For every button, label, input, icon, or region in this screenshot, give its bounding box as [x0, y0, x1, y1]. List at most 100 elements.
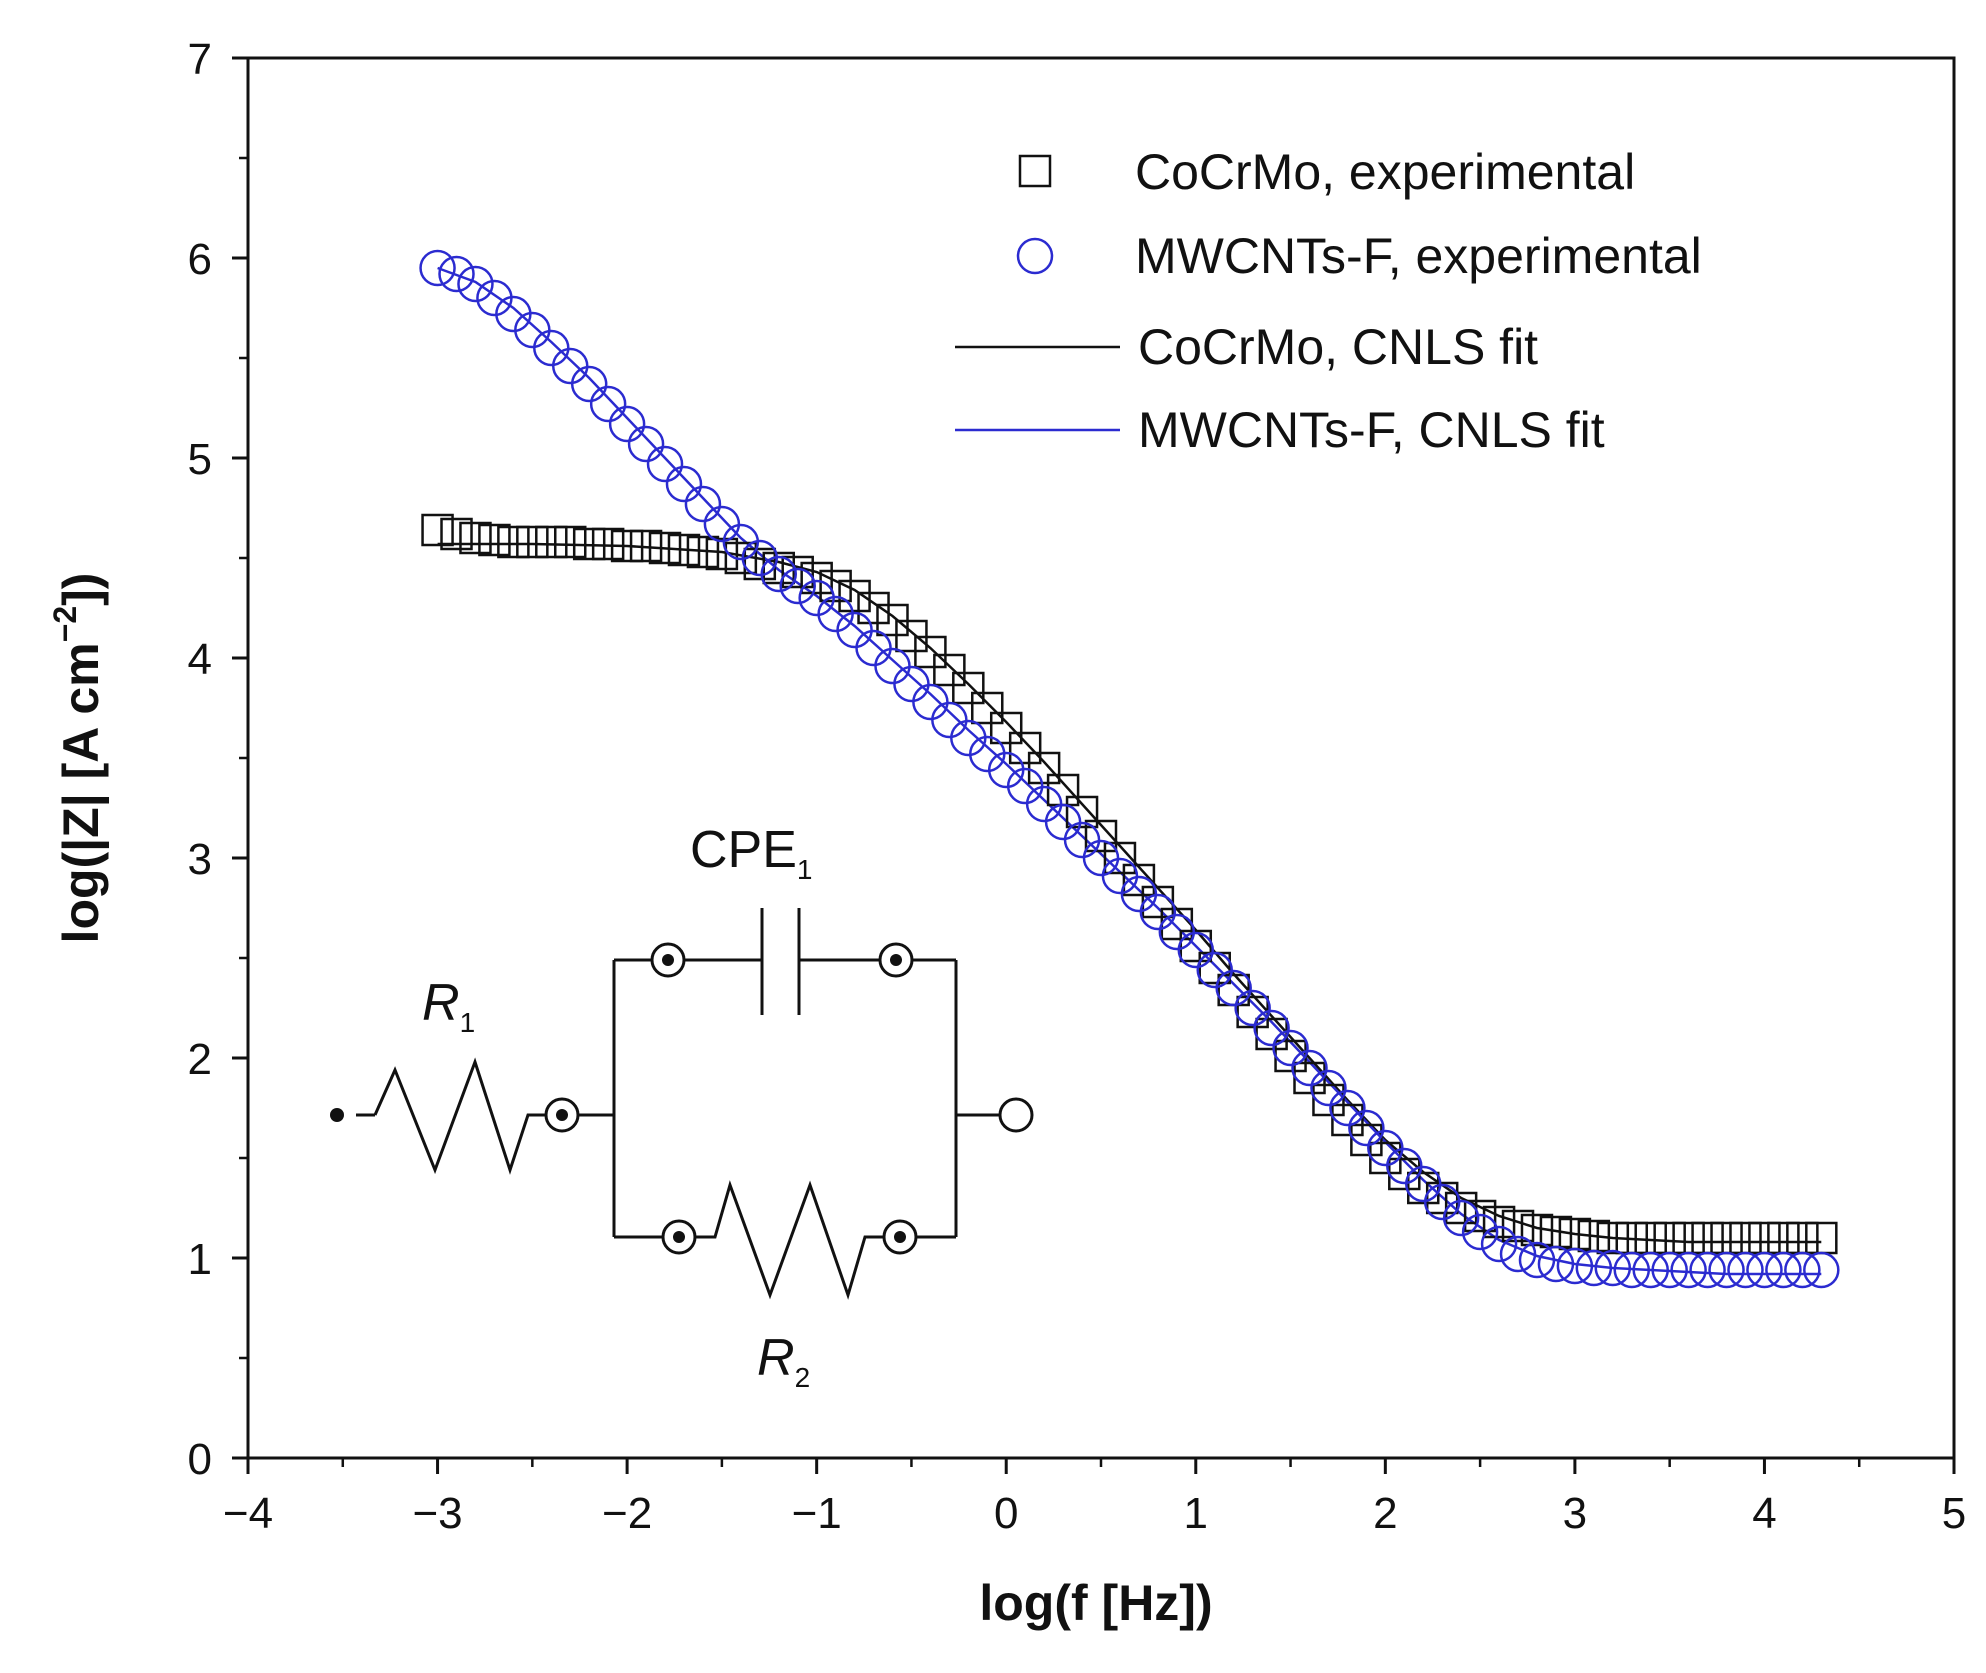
y-tick-label: 1 — [188, 1235, 212, 1284]
circle-data-point — [1575, 1249, 1613, 1287]
x-axis-ticks: −4 −3 −2 −1 0 1 2 3 4 5 — [223, 1458, 1966, 1538]
square-data-point — [914, 635, 947, 669]
square-data-point — [1008, 731, 1042, 765]
circuit-input-terminal — [330, 1108, 344, 1122]
circle-data-point — [1784, 1251, 1821, 1289]
square-data-point — [819, 569, 852, 603]
square-data-point — [1331, 1103, 1364, 1137]
square-data-point — [1084, 819, 1118, 853]
x-axis-title: log(f [Hz]) — [979, 1575, 1212, 1631]
square-data-point — [497, 525, 530, 559]
node-cpe-left — [650, 942, 686, 978]
square-data-point — [686, 535, 720, 569]
x-tick-label: 3 — [1563, 1489, 1587, 1538]
square-data-point — [1463, 1199, 1497, 1233]
legend-label-mwcnts-fit: MWCNTs-F, CNLS fit — [1138, 402, 1605, 458]
square-data-point — [724, 541, 758, 575]
circle-data-point — [1272, 1029, 1309, 1067]
circle-data-point — [1291, 1049, 1328, 1087]
circle-data-point — [1670, 1251, 1707, 1289]
x-tick-label: 1 — [1184, 1489, 1208, 1538]
circle-data-point — [1442, 1199, 1480, 1237]
circle-data-point — [1537, 1245, 1575, 1283]
circle-data-point — [438, 255, 475, 293]
square-data-point — [572, 527, 606, 561]
square-data-point — [478, 523, 511, 557]
node-after-r1 — [544, 1097, 580, 1133]
circle-data-point — [646, 445, 684, 483]
circle-data-point — [457, 265, 494, 303]
circle-data-point — [589, 385, 627, 423]
legend-label-mwcnts-exp: MWCNTs-F, experimental — [1135, 228, 1702, 284]
x-tick-label: −3 — [412, 1489, 462, 1538]
y-axis-title-end: ]) — [53, 573, 109, 606]
x-tick-label: 4 — [1752, 1489, 1776, 1538]
label-cpe1: CPE1 — [690, 821, 813, 885]
square-data-point — [459, 521, 492, 555]
square-data-point — [1350, 1123, 1383, 1157]
circle-data-point — [1556, 1247, 1594, 1285]
y-tick-label: 4 — [188, 635, 212, 684]
x-tick-label: 5 — [1942, 1489, 1966, 1538]
data-markers — [419, 249, 1840, 1289]
square-data-point — [1122, 863, 1156, 897]
equivalent-circuit — [330, 908, 1034, 1300]
square-data-point — [1425, 1181, 1459, 1215]
node-cpe-right — [878, 942, 914, 978]
legend-label-cocrmo-fit: CoCrMo, CNLS fit — [1138, 319, 1538, 375]
square-data-point — [629, 529, 663, 563]
square-data-point — [1103, 841, 1137, 875]
square-data-point — [1027, 751, 1061, 785]
label-r1: R1 — [422, 974, 475, 1038]
circle-data-point — [570, 365, 608, 403]
circle-data-point — [1234, 989, 1271, 1027]
resistor-r2 — [695, 1180, 884, 1300]
square-data-point — [648, 531, 682, 565]
x-tick-label: −4 — [223, 1489, 273, 1538]
circle-data-point — [1518, 1241, 1556, 1279]
circle-data-point — [1499, 1235, 1537, 1273]
square-data-point — [800, 561, 833, 595]
circle-data-point — [684, 485, 722, 523]
circle-data-point — [1613, 1251, 1651, 1289]
x-tick-label: 2 — [1373, 1489, 1397, 1538]
label-r2: R2 — [757, 1329, 810, 1393]
circle-data-point — [760, 555, 798, 593]
square-data-point — [1596, 1221, 1630, 1255]
legend-label-cocrmo-exp: CoCrMo, experimental — [1135, 144, 1635, 200]
y-axis-title-exponent: −2 — [47, 606, 83, 642]
resistor-r1 — [373, 1057, 545, 1175]
square-data-point — [535, 525, 568, 559]
legend: CoCrMo, experimental MWCNTs-F, experimen… — [955, 144, 1702, 458]
square-data-point — [553, 525, 587, 559]
y-axis-ticks: 0 1 2 3 4 5 6 7 — [188, 35, 248, 1484]
legend-circle-marker — [1016, 237, 1054, 275]
square-data-point — [952, 671, 985, 705]
square-data-point — [1065, 795, 1099, 829]
circle-data-point — [1329, 1089, 1366, 1127]
circle-data-point — [419, 249, 456, 287]
square-data-point — [1482, 1205, 1516, 1239]
square-data-point — [1501, 1209, 1535, 1243]
y-axis-title-main: log(|Z| [A cm — [53, 642, 110, 943]
square-data-point — [421, 513, 454, 547]
circle-data-point — [1803, 1251, 1840, 1289]
circle-data-point — [1215, 969, 1252, 1007]
square-data-point — [971, 691, 1004, 725]
circle-data-point — [608, 405, 646, 443]
square-data-point — [610, 529, 644, 563]
circle-data-point — [1139, 893, 1177, 931]
legend-square-marker — [1018, 154, 1052, 188]
square-data-point — [1179, 929, 1213, 963]
circle-data-point — [1708, 1251, 1745, 1289]
circle-data-point — [1177, 931, 1215, 969]
circle-data-point — [1310, 1069, 1347, 1107]
circle-data-point — [1651, 1251, 1688, 1289]
x-tick-label: −1 — [792, 1489, 842, 1538]
square-data-point — [591, 527, 625, 561]
circle-data-point — [1727, 1251, 1764, 1289]
circle-data-point — [1765, 1251, 1802, 1289]
square-data-point — [667, 533, 701, 567]
x-tick-label: −2 — [602, 1489, 652, 1538]
